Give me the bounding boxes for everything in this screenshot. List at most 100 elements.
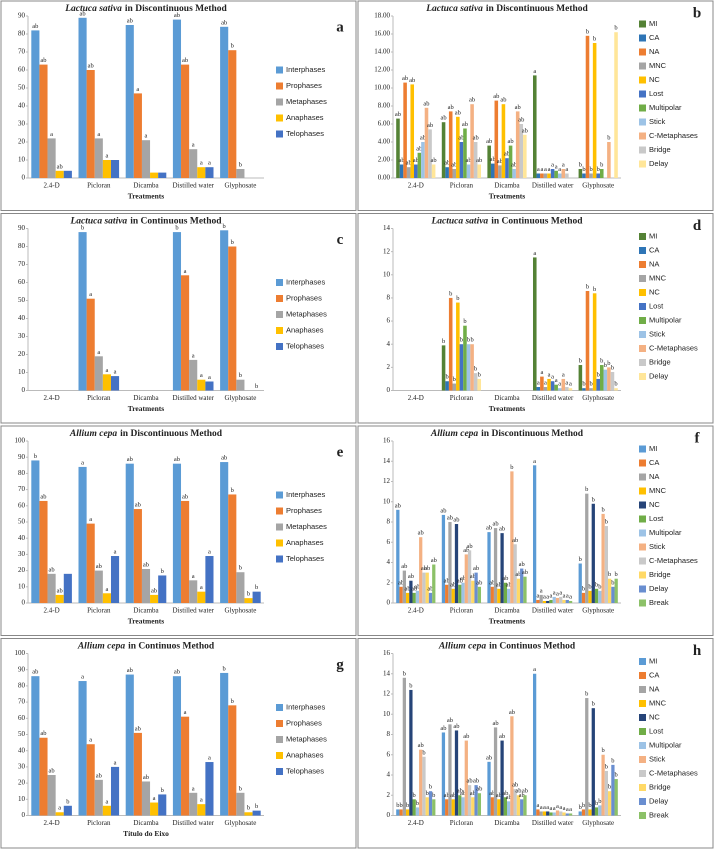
significance-letter: b — [592, 496, 595, 503]
bar — [585, 493, 589, 603]
legend-label: Multipolar — [649, 528, 682, 537]
significance-letter: ab — [502, 575, 508, 582]
legend-label: Delay — [649, 584, 668, 593]
bar — [172, 676, 182, 816]
legend-label: Telophases — [286, 766, 324, 775]
significance-letter: ab — [453, 517, 459, 524]
x-axis-label: Treatments — [128, 404, 164, 413]
y-tick-label: 70 — [18, 260, 26, 268]
y-tick-label: 12.00 — [374, 66, 390, 74]
bar — [578, 169, 583, 178]
bar — [445, 167, 449, 178]
legend-label: CA — [649, 670, 659, 679]
legend-swatch — [639, 812, 646, 819]
bar — [568, 600, 573, 603]
significance-letter: a — [50, 131, 53, 138]
significance-letter: b — [413, 792, 416, 799]
bar — [471, 797, 475, 816]
significance-letter: ab — [424, 565, 430, 572]
legend-label: Metaphases — [286, 309, 327, 318]
significance-letter: b — [416, 800, 419, 807]
bar — [565, 173, 569, 178]
bar — [512, 169, 516, 178]
bar — [396, 118, 400, 178]
bar — [477, 793, 482, 816]
significance-letter: ab — [463, 547, 469, 554]
significance-letter: a — [200, 584, 203, 591]
bar — [578, 563, 582, 603]
x-tick-label: Picloran — [87, 607, 111, 615]
bar — [452, 169, 457, 178]
x-tick-label: Dicamba — [494, 394, 520, 402]
bar — [172, 19, 182, 178]
bar — [607, 142, 611, 178]
significance-letter: b — [582, 585, 585, 592]
chart-panel: Lactuca sativa in Discontinuous Method a 0 1… — [0, 0, 357, 211]
legend-label: Metaphases — [286, 734, 327, 743]
significance-letter: ab — [499, 526, 505, 533]
bar — [181, 500, 190, 603]
legend-label: Anaphases — [286, 113, 324, 122]
significance-letter: b — [595, 800, 598, 807]
significance-letter: ab — [174, 669, 180, 676]
bar — [205, 762, 214, 816]
y-tick-label: 2 — [387, 578, 391, 586]
significance-letter: b — [453, 376, 456, 383]
legend-label: C-Metaphases — [649, 768, 698, 777]
legend-label: Anaphases — [286, 750, 324, 759]
bar — [463, 325, 467, 391]
significance-letter: b — [422, 749, 425, 756]
x-tick-label: Glyphosate — [224, 607, 256, 615]
y-tick-label: 0 — [22, 811, 26, 819]
significance-letter: b — [611, 364, 614, 371]
y-tick-label: 14 — [383, 457, 391, 465]
significance-letter: ab — [507, 138, 513, 145]
significance-letter: a — [536, 592, 539, 599]
bar — [133, 509, 142, 603]
bar — [415, 590, 420, 603]
significance-letter: b — [161, 787, 164, 794]
y-tick-label: 10 — [383, 497, 391, 505]
significance-letter: b — [605, 519, 608, 526]
bar — [498, 165, 502, 178]
bar — [542, 811, 547, 816]
bar — [141, 140, 151, 178]
title-text: in Continuos Method — [489, 642, 576, 652]
significance-letter: a — [89, 516, 92, 523]
significance-letter: a — [208, 374, 211, 381]
chart-title: Allium cepa in Discontinuous Method — [69, 429, 223, 439]
significance-letter: b — [175, 225, 178, 232]
y-tick-label: 0 — [387, 386, 391, 394]
bar — [490, 797, 494, 816]
y-tick-label: 20 — [18, 779, 26, 787]
significance-letter: b — [586, 28, 589, 35]
bar — [549, 812, 553, 816]
bar — [428, 592, 433, 603]
bar — [510, 716, 514, 816]
bar — [610, 371, 615, 391]
bar — [473, 142, 478, 178]
panel-border — [0, 213, 357, 424]
legend-swatch — [639, 658, 646, 665]
bar — [466, 164, 471, 178]
bar — [561, 169, 566, 178]
significance-letter: a — [533, 250, 536, 257]
bar — [236, 792, 245, 816]
bar — [464, 554, 468, 603]
y-tick-label: 4.00 — [378, 138, 391, 146]
significance-letter: b — [239, 161, 242, 168]
chart-panel: Lactuca sativa in Discontinuous Method b 0.… — [357, 0, 714, 211]
bar — [197, 591, 206, 603]
significance-letter: b — [239, 565, 242, 572]
legend-swatch — [639, 303, 646, 310]
significance-letter: ab — [32, 669, 38, 676]
bar — [596, 378, 600, 391]
bar — [220, 230, 229, 391]
legend-label: Interphases — [286, 65, 325, 74]
significance-letter: ab — [127, 456, 133, 463]
significance-letter: b — [600, 358, 603, 365]
panel-label: d — [693, 218, 702, 234]
significance-letter: ab — [440, 507, 446, 514]
y-tick-label: 60 — [18, 278, 26, 286]
bar — [519, 124, 524, 178]
